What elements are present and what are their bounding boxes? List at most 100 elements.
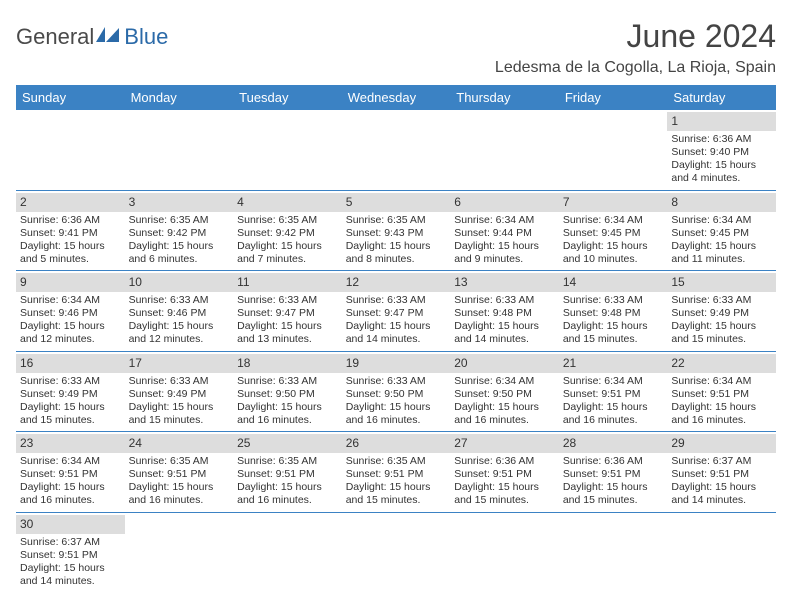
day-number: 11 <box>233 273 342 292</box>
calendar-cell: 20 Sunrise: 6:34 AMSunset: 9:50 PMDayligh… <box>450 351 559 432</box>
calendar-cell: 11 Sunrise: 6:33 AMSunset: 9:47 PMDayligh… <box>233 271 342 352</box>
day-number: 15 <box>667 273 776 292</box>
day-number: 13 <box>450 273 559 292</box>
calendar-cell <box>125 512 234 592</box>
day-info: Sunrise: 6:33 AMSunset: 9:50 PMDaylight:… <box>346 375 447 428</box>
calendar-cell: 9 Sunrise: 6:34 AMSunset: 9:46 PMDaylight… <box>16 271 125 352</box>
day-number: 18 <box>233 354 342 373</box>
calendar-cell: 2 Sunrise: 6:36 AMSunset: 9:41 PMDaylight… <box>16 190 125 271</box>
title-block: June 2024 Ledesma de la Cogolla, La Rioj… <box>495 18 776 77</box>
day-info: Sunrise: 6:34 AMSunset: 9:51 PMDaylight:… <box>20 455 121 508</box>
day-number: 27 <box>450 434 559 453</box>
calendar-cell <box>450 110 559 190</box>
day-info: Sunrise: 6:33 AMSunset: 9:47 PMDaylight:… <box>237 294 338 347</box>
logo: General Blue <box>16 24 168 50</box>
page-title: June 2024 <box>495 18 776 55</box>
calendar-cell: 7 Sunrise: 6:34 AMSunset: 9:45 PMDaylight… <box>559 190 668 271</box>
day-info: Sunrise: 6:34 AMSunset: 9:45 PMDaylight:… <box>563 214 664 267</box>
day-number: 30 <box>16 515 125 534</box>
calendar-cell: 3 Sunrise: 6:35 AMSunset: 9:42 PMDaylight… <box>125 190 234 271</box>
day-header-row: Sunday Monday Tuesday Wednesday Thursday… <box>16 85 776 110</box>
day-info: Sunrise: 6:33 AMSunset: 9:49 PMDaylight:… <box>20 375 121 428</box>
day-number: 26 <box>342 434 451 453</box>
day-info: Sunrise: 6:33 AMSunset: 9:49 PMDaylight:… <box>671 294 772 347</box>
day-info: Sunrise: 6:36 AMSunset: 9:41 PMDaylight:… <box>20 214 121 267</box>
day-number: 2 <box>16 193 125 212</box>
logo-icon <box>96 24 122 50</box>
day-header: Wednesday <box>342 85 451 110</box>
calendar-cell: 29 Sunrise: 6:37 AMSunset: 9:51 PMDayligh… <box>667 432 776 513</box>
day-number: 22 <box>667 354 776 373</box>
calendar-cell <box>125 110 234 190</box>
day-info: Sunrise: 6:33 AMSunset: 9:47 PMDaylight:… <box>346 294 447 347</box>
calendar-cell <box>16 110 125 190</box>
day-number: 7 <box>559 193 668 212</box>
day-number: 14 <box>559 273 668 292</box>
calendar-cell <box>233 512 342 592</box>
calendar-cell <box>342 512 451 592</box>
day-number: 29 <box>667 434 776 453</box>
day-number: 9 <box>16 273 125 292</box>
calendar-cell: 18Sunrise: 6:33 AMSunset: 9:50 PMDayligh… <box>233 351 342 432</box>
day-info: Sunrise: 6:34 AMSunset: 9:50 PMDaylight:… <box>454 375 555 428</box>
calendar-cell: 22 Sunrise: 6:34 AMSunset: 9:51 PMDayligh… <box>667 351 776 432</box>
day-number: 20 <box>450 354 559 373</box>
calendar-cell: 5 Sunrise: 6:35 AMSunset: 9:43 PMDaylight… <box>342 190 451 271</box>
calendar-week-row: 30Sunrise: 6:37 AMSunset: 9:51 PMDayligh… <box>16 512 776 592</box>
day-number: 10 <box>125 273 234 292</box>
day-number: 8 <box>667 193 776 212</box>
day-info: Sunrise: 6:37 AMSunset: 9:51 PMDaylight:… <box>671 455 772 508</box>
calendar-cell: 13 Sunrise: 6:33 AMSunset: 9:48 PMDayligh… <box>450 271 559 352</box>
calendar-week-row: 1Sunrise: 6:36 AMSunset: 9:40 PMDaylight… <box>16 110 776 190</box>
day-info: Sunrise: 6:35 AMSunset: 9:51 PMDaylight:… <box>129 455 230 508</box>
logo-text-a: General <box>16 24 94 50</box>
day-number: 25 <box>233 434 342 453</box>
day-info: Sunrise: 6:35 AMSunset: 9:51 PMDaylight:… <box>346 455 447 508</box>
calendar-cell: 25 Sunrise: 6:35 AMSunset: 9:51 PMDayligh… <box>233 432 342 513</box>
calendar-table: Sunday Monday Tuesday Wednesday Thursday… <box>16 85 776 592</box>
calendar-week-row: 23Sunrise: 6:34 AMSunset: 9:51 PMDayligh… <box>16 432 776 513</box>
calendar-week-row: 2 Sunrise: 6:36 AMSunset: 9:41 PMDaylight… <box>16 190 776 271</box>
day-info: Sunrise: 6:33 AMSunset: 9:48 PMDaylight:… <box>454 294 555 347</box>
calendar-cell: 17 Sunrise: 6:33 AMSunset: 9:49 PMDayligh… <box>125 351 234 432</box>
day-info: Sunrise: 6:34 AMSunset: 9:46 PMDaylight:… <box>20 294 121 347</box>
day-number: 4 <box>233 193 342 212</box>
calendar-week-row: 9 Sunrise: 6:34 AMSunset: 9:46 PMDaylight… <box>16 271 776 352</box>
calendar-cell: 16 Sunrise: 6:33 AMSunset: 9:49 PMDayligh… <box>16 351 125 432</box>
day-info: Sunrise: 6:36 AMSunset: 9:51 PMDaylight:… <box>454 455 555 508</box>
day-header: Monday <box>125 85 234 110</box>
day-number: 1 <box>667 112 776 131</box>
day-info: Sunrise: 6:35 AMSunset: 9:42 PMDaylight:… <box>237 214 338 267</box>
day-header: Friday <box>559 85 668 110</box>
calendar-cell: 15 Sunrise: 6:33 AMSunset: 9:49 PMDayligh… <box>667 271 776 352</box>
calendar-cell <box>450 512 559 592</box>
calendar-cell <box>559 512 668 592</box>
day-number: 17 <box>125 354 234 373</box>
calendar-cell: 24 Sunrise: 6:35 AMSunset: 9:51 PMDayligh… <box>125 432 234 513</box>
calendar-cell <box>559 110 668 190</box>
calendar-cell: 14Sunrise: 6:33 AMSunset: 9:48 PMDayligh… <box>559 271 668 352</box>
calendar-cell: 28Sunrise: 6:36 AMSunset: 9:51 PMDayligh… <box>559 432 668 513</box>
day-number: 16 <box>16 354 125 373</box>
calendar-cell: 30Sunrise: 6:37 AMSunset: 9:51 PMDayligh… <box>16 512 125 592</box>
day-number: 3 <box>125 193 234 212</box>
day-info: Sunrise: 6:35 AMSunset: 9:43 PMDaylight:… <box>346 214 447 267</box>
day-info: Sunrise: 6:35 AMSunset: 9:51 PMDaylight:… <box>237 455 338 508</box>
day-number: 5 <box>342 193 451 212</box>
day-info: Sunrise: 6:34 AMSunset: 9:51 PMDaylight:… <box>563 375 664 428</box>
day-header: Saturday <box>667 85 776 110</box>
day-info: Sunrise: 6:33 AMSunset: 9:49 PMDaylight:… <box>129 375 230 428</box>
calendar-cell <box>233 110 342 190</box>
calendar-cell: 26 Sunrise: 6:35 AMSunset: 9:51 PMDayligh… <box>342 432 451 513</box>
day-header: Thursday <box>450 85 559 110</box>
calendar-cell: 27 Sunrise: 6:36 AMSunset: 9:51 PMDayligh… <box>450 432 559 513</box>
day-info: Sunrise: 6:34 AMSunset: 9:51 PMDaylight:… <box>671 375 772 428</box>
location: Ledesma de la Cogolla, La Rioja, Spain <box>495 59 776 77</box>
day-number: 24 <box>125 434 234 453</box>
day-info: Sunrise: 6:35 AMSunset: 9:42 PMDaylight:… <box>129 214 230 267</box>
calendar-cell: 23Sunrise: 6:34 AMSunset: 9:51 PMDayligh… <box>16 432 125 513</box>
logo-text-b: Blue <box>124 24 168 50</box>
calendar-cell <box>667 512 776 592</box>
calendar-cell: 19Sunrise: 6:33 AMSunset: 9:50 PMDayligh… <box>342 351 451 432</box>
calendar-cell: 12Sunrise: 6:33 AMSunset: 9:47 PMDayligh… <box>342 271 451 352</box>
